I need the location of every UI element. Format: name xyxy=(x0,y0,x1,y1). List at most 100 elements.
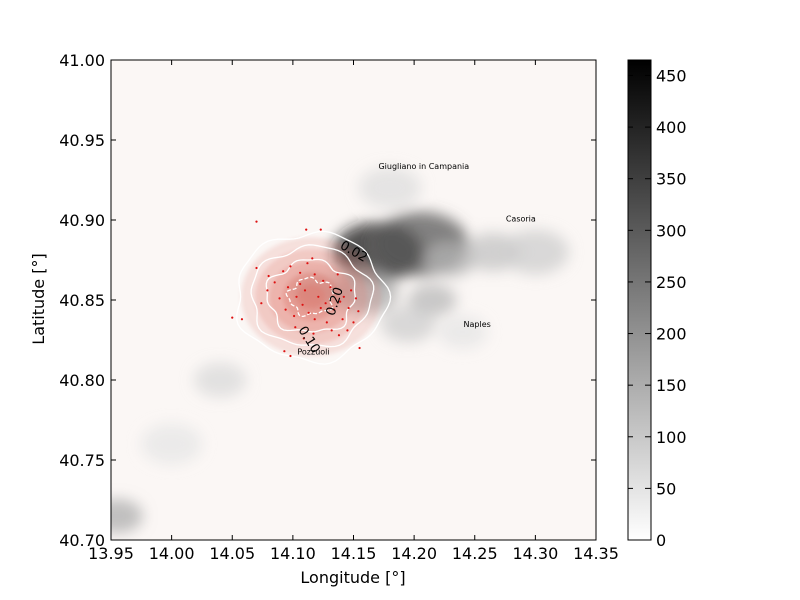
y-tick-label: 40.85 xyxy=(59,291,105,310)
vent-event-point xyxy=(322,279,325,282)
colorbar-ticks: 0 50 100 150 200 250 300 350 400 450 xyxy=(628,66,687,550)
y-tick-label: 40.80 xyxy=(59,371,105,390)
x-tick-label: 14.00 xyxy=(149,544,195,563)
colorbar-tick-label: 250 xyxy=(656,273,687,292)
vent-event-point xyxy=(317,295,320,298)
vent-event-point xyxy=(301,303,304,306)
vent-event-point xyxy=(312,332,315,335)
vent-event-point xyxy=(299,282,302,286)
vent-event-point xyxy=(342,295,345,298)
elevation-blob xyxy=(111,498,143,534)
x-tick-label: 13.95 xyxy=(88,544,134,563)
vent-event-point xyxy=(286,286,290,289)
y-ticks: 40.70 40.75 40.80 40.85 40.90 40.95 41.00 xyxy=(59,51,596,550)
vent-event-point xyxy=(267,274,270,278)
vent-event-point xyxy=(319,306,322,310)
contour-line xyxy=(285,276,334,318)
vent-event-point xyxy=(260,302,263,305)
elevation-blob xyxy=(438,315,488,349)
vent-event-point xyxy=(282,270,285,273)
colorbar-tick-label: 100 xyxy=(656,428,687,447)
vent-event-point xyxy=(349,289,353,292)
vent-event-point xyxy=(346,329,349,332)
colorbar-tick-label: 350 xyxy=(656,170,687,189)
vent-event-point xyxy=(289,265,292,268)
place-label: Casoria xyxy=(506,215,536,224)
place-label: Pozzuoli xyxy=(297,347,329,356)
vent-event-point xyxy=(255,220,258,223)
y-axis-label: Latitude [°] xyxy=(29,253,48,344)
vent-event-point xyxy=(325,321,328,324)
vent-event-point xyxy=(319,228,322,231)
vent-event-point xyxy=(240,318,244,321)
vent-event-point xyxy=(313,318,316,321)
colorbar-gradient xyxy=(627,59,652,541)
elevation-blob xyxy=(380,305,436,343)
x-tick-label: 14.30 xyxy=(512,544,558,563)
elevation-blob xyxy=(425,243,476,277)
place-label: Giugliano in Campania xyxy=(378,162,469,171)
vent-event-point xyxy=(341,318,344,321)
x-tick-label: 14.05 xyxy=(209,544,255,563)
vent-event-point xyxy=(306,262,309,265)
x-tick-label: 14.35 xyxy=(573,544,619,563)
vent-event-point xyxy=(339,300,342,303)
contour-line xyxy=(236,230,392,365)
plot-area: Giugliano in Campania Casoria Naples Pozzuo… xyxy=(59,51,619,563)
vent-event-point xyxy=(292,314,296,318)
vent-event-point xyxy=(358,346,361,350)
place-labels: Giugliano in Campania Casoria Naples Pozzuo… xyxy=(297,162,536,357)
vent-event-point xyxy=(231,316,234,319)
y-tick-label: 41.00 xyxy=(59,51,105,70)
x-tick-label: 14.15 xyxy=(331,544,377,563)
x-tick-label: 14.25 xyxy=(452,544,498,563)
colorbar-tick-label: 0 xyxy=(656,531,666,550)
place-label: Naples xyxy=(464,320,491,329)
vent-event-point xyxy=(352,321,355,324)
contour-line xyxy=(250,244,375,348)
colorbar-tick-label: 200 xyxy=(656,325,687,344)
vent-event-point xyxy=(295,295,298,298)
vent-event-point xyxy=(289,354,292,358)
vent-event-point xyxy=(337,334,341,337)
vent-event-point xyxy=(266,289,269,292)
vent-event-point xyxy=(313,273,316,276)
vent-event-point xyxy=(336,273,339,276)
vent-event-point xyxy=(302,337,305,340)
vent-event-point xyxy=(307,311,310,314)
y-tick-label: 40.75 xyxy=(59,451,105,470)
elevation-blob xyxy=(501,229,569,275)
vent-event-point xyxy=(294,326,297,329)
contour-line xyxy=(265,258,356,333)
vent-event-point xyxy=(354,297,358,300)
vent-event-point xyxy=(284,308,287,311)
colorbar-tick-label: 150 xyxy=(656,376,687,395)
vent-event-point xyxy=(324,302,327,305)
elevation-blob xyxy=(141,423,202,465)
contour-lines xyxy=(236,230,392,365)
vent-event-point xyxy=(330,329,333,332)
vent-event-point xyxy=(273,281,276,284)
vent-event-point xyxy=(347,306,350,310)
vent-event-point xyxy=(303,289,307,292)
y-tick-label: 40.90 xyxy=(59,211,105,230)
x-tick-label: 14.20 xyxy=(391,544,437,563)
colorbar-tick-label: 450 xyxy=(656,66,687,85)
colorbar-tick-label: 400 xyxy=(656,118,687,137)
vent-events xyxy=(231,220,361,358)
x-ticks: 13.95 14.00 14.05 14.10 14.15 14.20 14.25 14.30… xyxy=(88,60,619,563)
vent-event-point xyxy=(357,310,360,313)
elevation-blob xyxy=(194,362,247,398)
colorbar-tick-label: 50 xyxy=(656,479,676,498)
y-tick-label: 40.70 xyxy=(59,531,105,550)
vent-event-point xyxy=(255,266,258,270)
vent-event-point xyxy=(311,257,314,260)
x-axis-label: Longitude [°] xyxy=(300,568,405,587)
x-tick-label: 14.10 xyxy=(270,544,316,563)
vent-event-point xyxy=(333,308,336,311)
vent-event-point xyxy=(278,297,281,300)
colorbar: 0 50 100 150 200 250 300 350 400 450 xyxy=(627,59,687,550)
vent-event-point xyxy=(283,350,286,353)
vent-event-point xyxy=(299,271,302,274)
